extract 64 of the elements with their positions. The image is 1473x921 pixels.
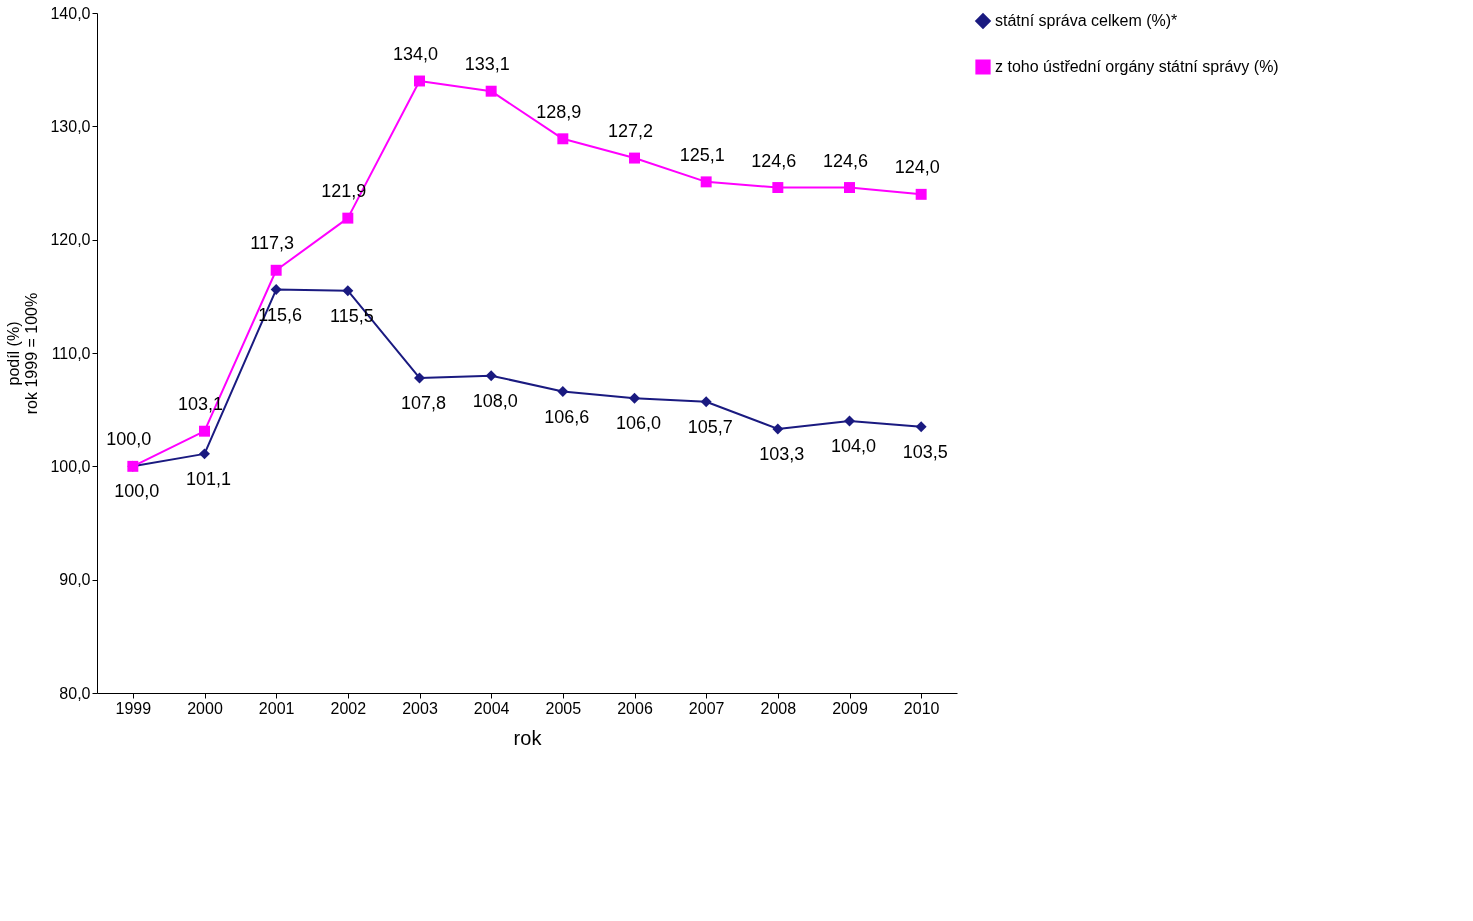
point xyxy=(915,421,927,433)
data-label: 107,8 xyxy=(400,392,447,413)
data-label: 134,0 xyxy=(392,44,439,64)
x-tick-label: 2010 xyxy=(903,699,940,717)
y-tick-label: 90,0 xyxy=(59,571,91,589)
data-label: 103,5 xyxy=(902,441,948,462)
point xyxy=(844,182,855,194)
data-label: 124,6 xyxy=(822,150,869,171)
x-tick-label: 2008 xyxy=(760,699,797,717)
point xyxy=(915,188,927,200)
y-tick-label: 80,0 xyxy=(59,684,91,702)
point xyxy=(772,182,784,194)
point xyxy=(700,176,712,188)
data-label: 125,1 xyxy=(679,144,725,165)
point xyxy=(270,284,282,296)
point xyxy=(772,423,784,435)
data-label: 124,6 xyxy=(751,150,797,171)
x-tick-label: 2002 xyxy=(330,699,367,717)
y-tick-label: 110,0 xyxy=(51,344,91,362)
point xyxy=(557,133,569,145)
x-tick-label: 2005 xyxy=(545,699,582,717)
point xyxy=(700,396,712,408)
x-axis-title: rok xyxy=(513,726,543,749)
data-label: 117,3 xyxy=(250,233,295,254)
x-tick-label: 2006 xyxy=(617,699,653,717)
point xyxy=(557,386,569,398)
point xyxy=(199,425,210,437)
point xyxy=(629,152,640,164)
point xyxy=(485,85,497,97)
point xyxy=(485,370,497,382)
data-label: 133,1 xyxy=(464,54,510,75)
x-tick-label: 2007 xyxy=(688,699,725,717)
data-label: 124,0 xyxy=(894,157,940,178)
legend-label: státní správa celkem (%)* xyxy=(995,12,1178,29)
data-label: 100,0 xyxy=(106,429,152,450)
point xyxy=(199,448,210,460)
y-tick-label: 130,0 xyxy=(50,117,91,135)
data-label: 104,0 xyxy=(830,436,877,456)
y-axis-title: podíl (%) rok 1999 = 100% xyxy=(5,292,41,415)
y-tick-label: 140,0 xyxy=(50,4,91,22)
x-tick-label: 2001 xyxy=(258,699,295,717)
data-label: 105,7 xyxy=(687,416,733,437)
y-tick-label: 120,0 xyxy=(50,231,91,249)
data-label: 108,0 xyxy=(472,390,518,411)
point xyxy=(414,75,425,87)
data-label: 128,9 xyxy=(536,101,582,122)
data-label: 127,2 xyxy=(607,121,654,142)
data-label: 106,0 xyxy=(615,413,662,434)
point xyxy=(270,264,282,276)
data-label: 106,6 xyxy=(544,406,590,427)
x-tick-label: 2003 xyxy=(402,699,438,717)
point xyxy=(414,372,425,384)
y-tick-label: 100,0 xyxy=(50,457,91,475)
point xyxy=(629,392,640,404)
data-label: 101,1 xyxy=(185,468,232,489)
x-tick-label: 2000 xyxy=(187,699,223,717)
point xyxy=(342,212,354,224)
data-label: 103,3 xyxy=(759,443,805,464)
point xyxy=(342,285,354,297)
legend-label: z toho ústřední orgány státní správy (%) xyxy=(995,58,1279,75)
x-tick-label: 2004 xyxy=(473,699,510,717)
x-tick-label: 2009 xyxy=(832,699,868,717)
data-label: 100,0 xyxy=(114,481,160,502)
x-tick-label: 1999 xyxy=(115,699,152,717)
